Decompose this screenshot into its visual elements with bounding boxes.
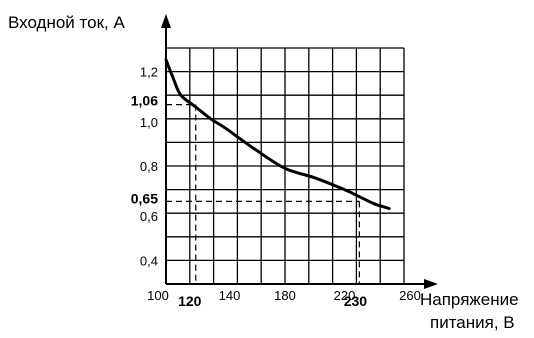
x-tick-label: 220: [334, 288, 356, 303]
x-axis-arrow: [424, 279, 438, 289]
y-tick-label: 1,0: [140, 115, 158, 130]
x-tick-label: 100: [147, 288, 169, 303]
y-tick-label: 0,4: [140, 253, 158, 268]
x-tick-label: 260: [399, 288, 421, 303]
x-tick-label: 180: [274, 288, 296, 303]
tick-labels: 0,4 0,6 0,65 0,8 1,0 1,06 1,2 100 120 140 180 22023…: [131, 65, 421, 309]
x-tick-label: 140: [219, 288, 241, 303]
x-axis-title-line1: Напряжение: [420, 290, 519, 309]
x-tick-label: 120: [178, 293, 202, 309]
reference-lines: [166, 104, 360, 284]
y-tick-label: 0,8: [140, 159, 158, 174]
series-layer: [164, 58, 391, 210]
chart-axes: [161, 14, 438, 289]
series-line: [164, 58, 391, 210]
x-axis-title-line2: питания, В: [430, 313, 515, 332]
x-tick-label: 230: [344, 293, 368, 309]
y-tick-label: 1,06: [131, 93, 158, 109]
y-tick-label: 0,6: [140, 209, 158, 224]
y-tick-label: 0,65: [131, 190, 158, 206]
chart-grid: [166, 47, 405, 284]
y-axis-arrow: [161, 14, 171, 28]
y-tick-label: 1,2: [140, 65, 158, 80]
y-axis-title: Входной ток, А: [8, 13, 125, 32]
